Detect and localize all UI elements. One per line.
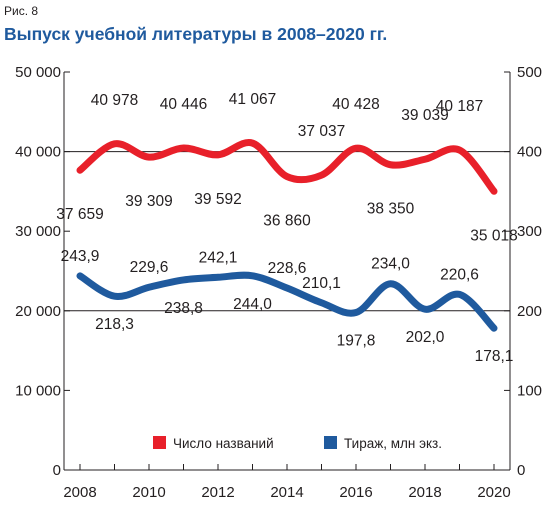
data-label: 243,9 <box>61 248 100 265</box>
data-label: 238,8 <box>164 300 203 317</box>
data-label: 229,6 <box>130 259 169 276</box>
data-label: 40 187 <box>436 98 483 115</box>
left-axis-ticks: 0 10 000 20 000 30 000 40 000 50 000 <box>15 64 70 479</box>
data-label: 218,3 <box>95 316 134 333</box>
data-label: 40 446 <box>160 96 207 113</box>
x-tick-label: 2016 <box>339 484 372 501</box>
x-tick-label: 2012 <box>201 484 234 501</box>
data-label: 197,8 <box>337 333 376 350</box>
right-tick-label: 300 <box>517 223 542 240</box>
data-label: 40 428 <box>332 96 379 113</box>
data-labels: 37 659 40 978 39 309 40 446 39 592 41 067 36 8… <box>56 91 517 365</box>
data-label: 40 978 <box>91 92 138 109</box>
legend-label: Число названий <box>173 436 274 451</box>
x-tick-label: 2020 <box>477 484 510 501</box>
right-tick-label: 500 <box>517 64 542 81</box>
data-label: 228,6 <box>268 260 307 277</box>
data-label: 220,6 <box>440 266 479 283</box>
x-tick-label: 2008 <box>63 484 96 501</box>
left-tick-label: 30 000 <box>15 223 61 240</box>
titles-series-line <box>76 139 498 195</box>
data-label: 39 592 <box>194 191 241 208</box>
legend-swatch <box>324 436 337 449</box>
x-tick-label: 2010 <box>132 484 165 501</box>
series-lines <box>76 139 498 332</box>
data-label: 37 037 <box>298 123 345 140</box>
right-axis-ticks: 0 100 200 300 400 500 <box>504 64 542 479</box>
left-tick-label: 40 000 <box>15 144 61 161</box>
data-label: 41 067 <box>229 91 276 108</box>
data-label: 178,1 <box>475 348 514 365</box>
data-label: 39 309 <box>125 193 172 210</box>
data-label: 234,0 <box>371 256 410 273</box>
data-label: 37 659 <box>56 206 103 223</box>
right-tick-label: 0 <box>517 462 525 479</box>
left-tick-label: 10 000 <box>15 382 61 399</box>
x-axis-ticks: 2008 2010 2012 2014 2016 2018 2020 <box>63 464 511 501</box>
legend: Число названий Тираж, млн экз. <box>153 436 442 451</box>
data-label: 35 018 <box>470 227 517 244</box>
data-label: 39 039 <box>401 107 448 124</box>
left-tick-label: 0 <box>53 462 61 479</box>
x-tick-label: 2018 <box>408 484 441 501</box>
left-tick-label: 50 000 <box>15 64 61 81</box>
right-tick-label: 100 <box>517 382 542 399</box>
data-label: 210,1 <box>302 275 341 292</box>
left-tick-label: 20 000 <box>15 303 61 320</box>
chart-title: Выпуск учебной литературы в 2008–2020 гг… <box>4 24 388 44</box>
x-tick-label: 2014 <box>270 484 303 501</box>
data-label: 36 860 <box>263 213 311 230</box>
data-label: 38 350 <box>367 201 415 218</box>
data-label: 202,0 <box>406 329 445 346</box>
data-label: 244,0 <box>233 296 272 313</box>
legend-label: Тираж, млн экз. <box>344 436 442 451</box>
legend-swatch <box>153 436 166 449</box>
figure-label: Рис. 8 <box>4 4 39 18</box>
data-label: 242,1 <box>199 249 238 266</box>
right-tick-label: 400 <box>517 144 542 161</box>
circulation-series-line <box>76 271 498 332</box>
right-tick-label: 200 <box>517 303 542 320</box>
